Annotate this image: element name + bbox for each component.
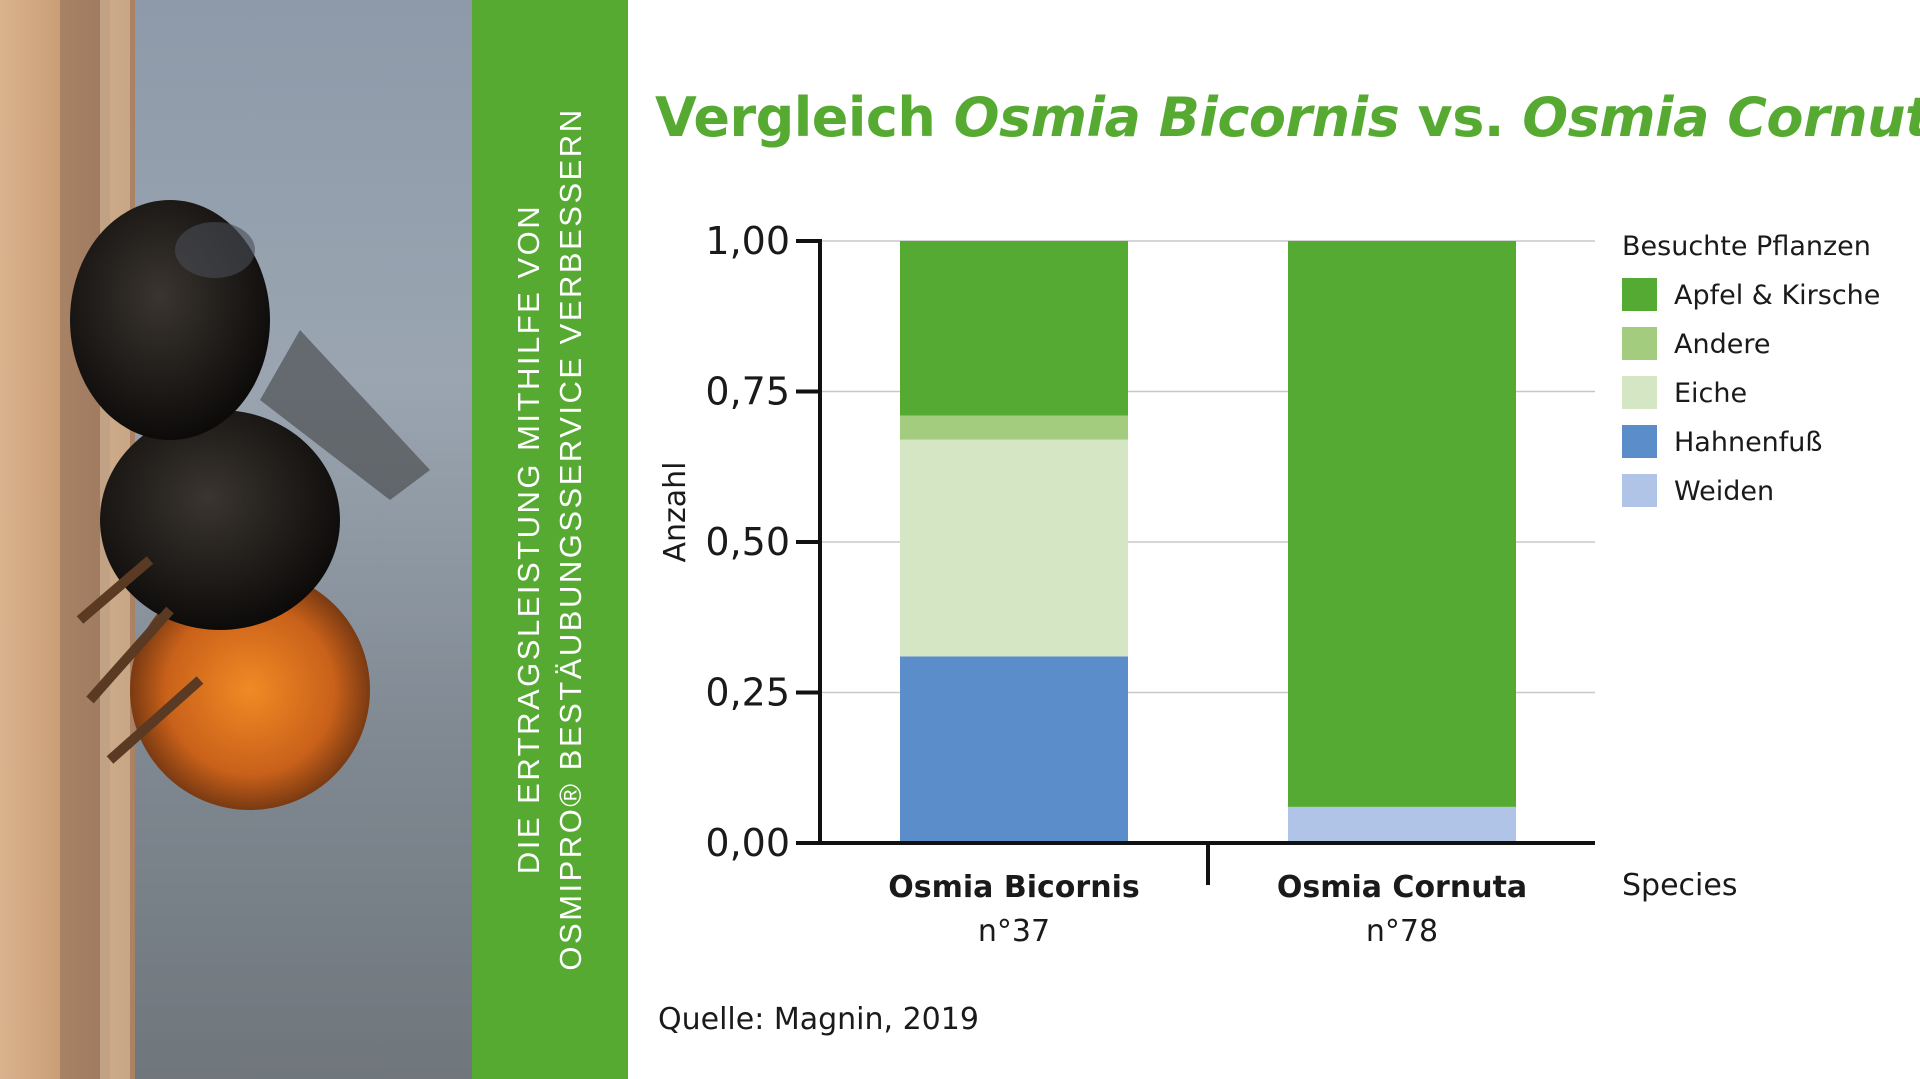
bar-segment bbox=[900, 415, 1128, 440]
legend-swatch bbox=[1622, 376, 1657, 409]
chart-title: Vergleich Osmia Bicornis vs. Osmia Cornu… bbox=[655, 86, 1920, 149]
bee-photo bbox=[0, 0, 472, 1079]
x-category-label: Osmia Bicornis bbox=[888, 870, 1139, 905]
legend: Besuchte Pflanzen Apfel & Kirsche Andere Ei… bbox=[1622, 231, 1880, 507]
legend-label: Hahnenfuß bbox=[1674, 427, 1822, 458]
green-band bbox=[472, 0, 628, 1079]
y-tick-label: 0,50 bbox=[705, 520, 790, 564]
title-species2: Osmia Cornuta bbox=[1522, 86, 1920, 149]
legend-label: Eiche bbox=[1674, 378, 1747, 409]
bar-segment bbox=[1288, 806, 1516, 843]
axes bbox=[796, 239, 1595, 885]
title-prefix: Vergleich bbox=[655, 86, 954, 149]
source-note: Quelle: Magnin, 2019 bbox=[658, 1002, 979, 1037]
legend-swatch bbox=[1622, 327, 1657, 360]
x-axis-title: Species bbox=[1622, 868, 1737, 903]
legend-label: Weiden bbox=[1674, 476, 1774, 507]
y-tick-label: 0,00 bbox=[705, 821, 790, 865]
bar-segment bbox=[1288, 241, 1516, 807]
legend-swatch bbox=[1622, 474, 1657, 507]
y-tick-label: 0,25 bbox=[705, 671, 790, 715]
legend-swatch bbox=[1622, 278, 1657, 311]
x-category-count: n°37 bbox=[978, 914, 1050, 949]
x-category-label: Osmia Cornuta bbox=[1277, 870, 1527, 905]
bee-illustration bbox=[0, 0, 430, 1079]
legend-label: Apfel & Kirsche bbox=[1674, 280, 1880, 311]
y-tick-label: 1,00 bbox=[705, 219, 790, 263]
labels: 0,00 0,25 0,50 0,75 1,00 Osmia Bicornis n°37 Os… bbox=[658, 219, 1737, 949]
bar-segment bbox=[900, 439, 1128, 657]
title-species1: Osmia Bicornis bbox=[953, 86, 1400, 149]
legend-swatch bbox=[1622, 425, 1657, 458]
bars bbox=[900, 241, 1516, 843]
x-category-count: n°78 bbox=[1366, 914, 1438, 949]
y-axis-title: Anzahl bbox=[658, 461, 693, 562]
legend-label: Andere bbox=[1674, 329, 1770, 360]
bar-segment bbox=[900, 241, 1128, 416]
y-tick-label: 0,75 bbox=[705, 370, 790, 414]
legend-title: Besuchte Pflanzen bbox=[1622, 231, 1871, 262]
bar-segment bbox=[900, 656, 1128, 843]
title-middle: vs. bbox=[1399, 86, 1523, 149]
